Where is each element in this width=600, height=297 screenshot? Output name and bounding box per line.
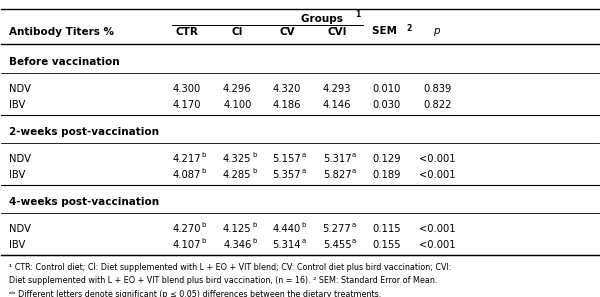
Text: 0.010: 0.010 (373, 84, 401, 94)
Text: IBV: IBV (8, 240, 25, 250)
Text: CTR: CTR (175, 27, 198, 37)
Text: 0.839: 0.839 (423, 84, 452, 94)
Text: b: b (202, 222, 206, 228)
Text: 4.300: 4.300 (172, 84, 200, 94)
Text: 5.314: 5.314 (272, 240, 301, 250)
Text: 0.129: 0.129 (372, 154, 401, 164)
Text: ᵃᵇ Different letters denote significant (p ≤ 0.05) differences between the dieta: ᵃᵇ Different letters denote significant … (8, 290, 381, 297)
Text: 4.285: 4.285 (223, 170, 251, 180)
Text: 4.217: 4.217 (172, 154, 201, 164)
Text: CVI: CVI (327, 27, 347, 37)
Text: 4.270: 4.270 (172, 224, 201, 234)
Text: CI: CI (232, 27, 243, 37)
Text: a: a (302, 168, 306, 174)
Text: 0.115: 0.115 (372, 224, 401, 234)
Text: 2-weeks post-vaccination: 2-weeks post-vaccination (8, 127, 158, 137)
Text: 4.170: 4.170 (172, 100, 201, 110)
Text: <0.001: <0.001 (419, 240, 455, 250)
Text: 4.296: 4.296 (223, 84, 251, 94)
Text: 4.440: 4.440 (273, 224, 301, 234)
Text: NDV: NDV (8, 84, 31, 94)
Text: 0.030: 0.030 (373, 100, 401, 110)
Text: NDV: NDV (8, 154, 31, 164)
Text: SEM: SEM (372, 26, 401, 36)
Text: IBV: IBV (8, 100, 25, 110)
Text: ¹ CTR: Control diet; CI: Diet supplemented with L + EO + VIT blend; CV: Control : ¹ CTR: Control diet; CI: Diet supplement… (8, 263, 451, 272)
Text: Before vaccination: Before vaccination (8, 57, 119, 67)
Text: Diet supplemented with L + EO + VIT blend plus bird vaccination, (n = 16). ² SEM: Diet supplemented with L + EO + VIT blen… (8, 277, 437, 285)
Text: b: b (252, 168, 257, 174)
Text: b: b (252, 238, 257, 244)
Text: a: a (352, 222, 356, 228)
Text: a: a (352, 168, 356, 174)
Text: 4.107: 4.107 (172, 240, 201, 250)
Text: $p$: $p$ (433, 26, 442, 38)
Text: 0.822: 0.822 (423, 100, 452, 110)
Text: 4.100: 4.100 (223, 100, 251, 110)
Text: 4.346: 4.346 (223, 240, 251, 250)
Text: 5.827: 5.827 (323, 170, 352, 180)
Text: <0.001: <0.001 (419, 224, 455, 234)
Text: Groups: Groups (301, 14, 347, 24)
Text: 5.357: 5.357 (272, 170, 301, 180)
Text: b: b (252, 152, 257, 158)
Text: 4.320: 4.320 (272, 84, 301, 94)
Text: a: a (302, 152, 306, 158)
Text: a: a (352, 238, 356, 244)
Text: Antibody Titers %: Antibody Titers % (8, 27, 113, 37)
Text: 4.146: 4.146 (323, 100, 351, 110)
Text: 4.325: 4.325 (223, 154, 251, 164)
Text: NDV: NDV (8, 224, 31, 234)
Text: IBV: IBV (8, 170, 25, 180)
Text: a: a (302, 238, 306, 244)
Text: 0.189: 0.189 (373, 170, 401, 180)
Text: <0.001: <0.001 (419, 170, 455, 180)
Text: 5.157: 5.157 (272, 154, 301, 164)
Text: CV: CV (279, 27, 295, 37)
Text: 5.317: 5.317 (323, 154, 352, 164)
Text: 4.293: 4.293 (323, 84, 351, 94)
Text: a: a (352, 152, 356, 158)
Text: 5.277: 5.277 (323, 224, 352, 234)
Text: 4-weeks post-vaccination: 4-weeks post-vaccination (8, 197, 158, 207)
Text: b: b (302, 222, 306, 228)
Text: 4.125: 4.125 (223, 224, 251, 234)
Text: 2: 2 (406, 24, 412, 33)
Text: b: b (252, 222, 257, 228)
Text: b: b (202, 238, 206, 244)
Text: <0.001: <0.001 (419, 154, 455, 164)
Text: 5.455: 5.455 (323, 240, 352, 250)
Text: b: b (202, 152, 206, 158)
Text: 1: 1 (355, 10, 360, 20)
Text: 4.186: 4.186 (272, 100, 301, 110)
Text: 4.087: 4.087 (172, 170, 201, 180)
Text: b: b (202, 168, 206, 174)
Text: 0.155: 0.155 (372, 240, 401, 250)
